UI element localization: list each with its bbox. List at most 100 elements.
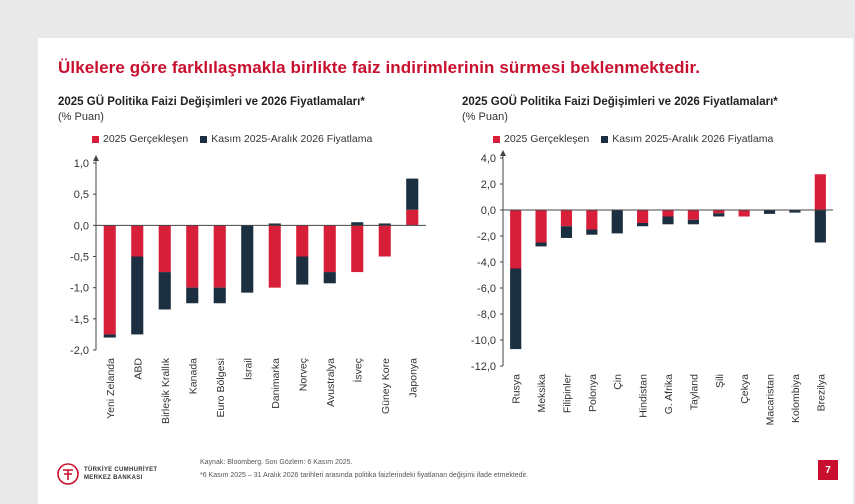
chart1-title: 2025 GÜ Politika Faizi Değişimleri ve 20…: [58, 96, 365, 108]
source-text: Kaynak: Bloomberg. Son Gözlem: 6 Kasım 2…: [200, 459, 353, 466]
x-category-label: Rusya: [511, 374, 523, 404]
bar-pricing: [611, 210, 623, 234]
chart2-title: 2025 GOÜ Politika Faizi Değişimleri ve 2…: [462, 96, 778, 108]
bar-realized: [268, 225, 281, 288]
bar-pricing: [637, 223, 649, 227]
chart2-legend-pricing: Kasım 2025-Aralık 2026 Fiyatlama: [601, 133, 773, 145]
y-tick-label: 0,5: [74, 189, 89, 201]
x-category-label: G. Afrika: [663, 374, 675, 414]
x-category-label: Kanada: [187, 358, 199, 394]
bar-realized: [662, 210, 674, 217]
logo-line1: TÜRKİYE CUMHURİYET: [84, 467, 158, 473]
x-category-label: Danimarka: [270, 358, 282, 409]
y-tick-label: -12,0: [471, 361, 496, 373]
bar-realized: [158, 225, 171, 273]
y-axis-arrow-icon: [93, 155, 99, 161]
x-category-label: İsveç: [351, 358, 364, 383]
y-tick-label: 0,0: [481, 205, 496, 217]
bar-pricing: [296, 256, 309, 285]
bar-pricing: [662, 216, 674, 225]
legend-label: Kasım 2025-Aralık 2026 Fiyatlama: [612, 133, 774, 145]
bar-pricing: [510, 268, 522, 350]
bar-realized: [535, 210, 547, 243]
legend-swatch-navy: [200, 135, 208, 143]
bar-pricing: [268, 223, 281, 226]
bar-pricing: [560, 226, 573, 238]
y-tick-label: 4,0: [481, 153, 496, 165]
bar-realized: [637, 210, 649, 223]
bar-realized: [510, 210, 522, 269]
bar-realized: [378, 225, 391, 257]
x-category-label: Yeni Zelanda: [105, 358, 117, 419]
logo-line2: MERKEZ BANKASI: [84, 475, 143, 481]
y-tick-label: -8,0: [477, 309, 496, 321]
legend-swatch-navy: [601, 135, 609, 143]
x-category-label: Meksika: [536, 374, 548, 413]
x-category-label: Brezilya: [815, 374, 827, 412]
legend-label: Kasım 2025-Aralık 2026 Fiyatlama: [211, 133, 373, 145]
bar-pricing: [789, 210, 801, 213]
bar-pricing: [378, 223, 391, 226]
y-tick-label: -0,5: [70, 252, 89, 264]
chart1-legend-pricing: Kasım 2025-Aralık 2026 Fiyatlama: [200, 133, 372, 145]
bar-realized: [738, 210, 750, 217]
x-category-label: Çekya: [739, 374, 751, 404]
legend-swatch-red: [92, 135, 99, 143]
y-tick-label: 1,0: [74, 158, 89, 170]
chart1-legend: 2025 Gerçekleşen Kasım 2025-Aralık 2026 …: [92, 133, 384, 145]
bar-realized: [296, 225, 309, 257]
x-category-label: Norveç: [297, 358, 309, 391]
cbrt-logo: TÜRKİYE CUMHURİYET MERKEZ BANKASI: [56, 462, 157, 486]
cbrt-emblem-icon: [57, 463, 79, 485]
x-category-label: İsrail: [241, 358, 254, 380]
bar-realized: [186, 225, 199, 288]
bar-pricing: [131, 256, 144, 335]
bar-pricing: [241, 225, 254, 293]
footnote-text: *6 Kasım 2025 – 31 Aralık 2026 tarihleri…: [200, 472, 529, 479]
bar-realized: [406, 209, 419, 226]
bar-pricing: [586, 229, 598, 235]
page-number: 7: [818, 460, 838, 480]
chart2-unit: (% Puan): [462, 111, 508, 123]
legend-swatch-red: [493, 135, 500, 143]
y-tick-label: -6,0: [477, 283, 496, 295]
legend-label: 2025 Gerçekleşen: [504, 133, 590, 145]
bar-pricing: [323, 272, 336, 284]
x-category-label: Şili: [714, 374, 726, 388]
bar-realized: [131, 225, 144, 257]
bar-pricing: [406, 178, 419, 210]
bar-pricing: [103, 334, 116, 338]
bar-pricing: [535, 242, 547, 247]
headline: Ülkelere göre farklılaşmakla birlikte fa…: [58, 58, 701, 77]
bar-realized: [213, 225, 226, 288]
x-category-label: ABD: [132, 358, 144, 380]
bar-realized: [814, 174, 826, 210]
bar-realized: [586, 210, 598, 230]
x-category-label: Güney Kore: [380, 358, 392, 414]
cbrt-logo-text: TÜRKİYE CUMHURİYET MERKEZ BANKASI: [84, 466, 157, 482]
bar-realized: [687, 210, 699, 220]
bar-pricing: [351, 222, 364, 226]
x-category-label: Japonya: [407, 358, 419, 398]
y-tick-label: -2,0: [477, 231, 496, 243]
bar-pricing: [814, 210, 826, 243]
x-category-label: Avustralya: [325, 358, 337, 407]
y-tick-label: -1,0: [70, 283, 89, 295]
chart1-unit: (% Puan): [58, 111, 104, 123]
bar-realized: [323, 225, 336, 273]
x-category-label: Çin: [612, 374, 624, 390]
chart2-legend-realized: 2025 Gerçekleşen: [493, 133, 589, 145]
bar-realized: [351, 225, 364, 273]
bar-pricing: [186, 287, 199, 304]
y-tick-label: 0,0: [74, 220, 89, 232]
y-tick-label: 2,0: [481, 179, 496, 191]
bar-pricing: [687, 219, 699, 225]
x-category-label: Birleşik Krallık: [160, 357, 172, 424]
y-tick-label: -10,0: [471, 335, 496, 347]
bar-pricing: [763, 210, 776, 214]
bar-pricing: [713, 213, 725, 217]
x-category-label: Kolombiya: [790, 374, 802, 423]
y-axis-arrow-icon: [500, 150, 506, 156]
